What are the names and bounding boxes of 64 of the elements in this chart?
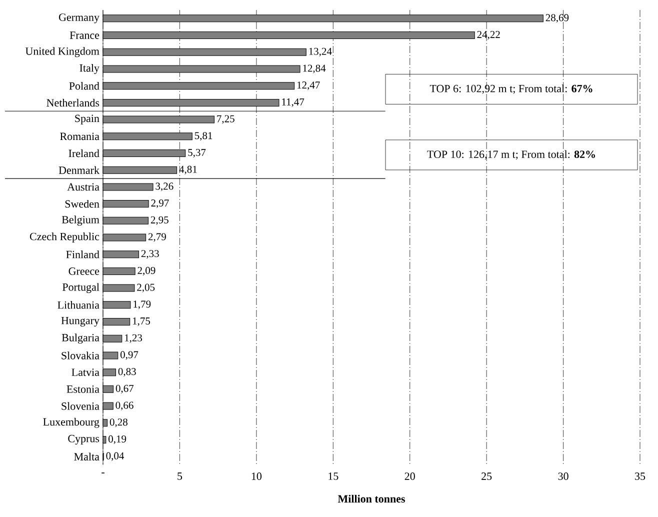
data-label: 12,84: [303, 64, 326, 74]
y-tick-label: Italy: [80, 64, 100, 74]
annotation: TOP 10: 126,17 m t; From total: 82%: [427, 150, 596, 160]
y-tick-label: Poland: [69, 82, 100, 90]
y-tick-label: Netherlands: [46, 98, 100, 107]
x-axis-title: Million tonnes: [338, 494, 405, 503]
data-label: 5,81: [194, 132, 212, 141]
data-label: 12,47: [297, 82, 320, 90]
data-label: 0,67: [116, 384, 134, 394]
data-label: 2,33: [141, 250, 159, 259]
data-label: 0,97: [120, 351, 138, 360]
y-tick-label: Romania: [60, 132, 100, 140]
data-label: 2,95: [150, 216, 168, 225]
y-tick-label: Lithuania: [58, 301, 100, 309]
x-tick-label: 25: [482, 472, 492, 480]
annotation: TOP 6: 102,92 m t; From total: 67%: [430, 84, 592, 94]
data-label: 24,22: [477, 31, 500, 40]
data-label: 0,19: [108, 435, 126, 444]
data-label: 0,83: [118, 368, 136, 377]
data-label: 7,25: [217, 115, 234, 124]
data-label: 1,75: [132, 317, 150, 326]
y-tick-label: Slovenia: [62, 402, 100, 410]
y-tick-label: Hungary: [61, 316, 100, 327]
x-tick-label: 5: [178, 472, 182, 480]
data-label: 28,69: [546, 14, 569, 23]
data-label: 3,26: [156, 182, 174, 192]
y-tick-label: Sweden: [65, 200, 100, 208]
data-label: 13,24: [309, 48, 332, 56]
x-tick-label: 35: [635, 472, 646, 480]
y-tick-label: Estonia: [66, 385, 100, 393]
x-tick-label: -: [102, 472, 104, 474]
y-tick-label: Denmark: [58, 166, 100, 174]
y-tick-label: Greece: [68, 268, 100, 275]
x-tick-label: 30: [558, 472, 568, 480]
data-label: 11,47: [282, 98, 304, 107]
y-tick-label: Germany: [58, 14, 100, 24]
y-tick-label: Ireland: [68, 149, 100, 158]
y-tick-label: Latvia: [72, 368, 100, 376]
data-label: 0,66: [116, 402, 134, 410]
y-tick-label: United Kingdom: [25, 47, 100, 58]
data-label: 5,37: [188, 148, 206, 158]
data-label: 2,09: [138, 266, 156, 276]
y-tick-label: Spain: [75, 114, 100, 124]
x-tick-label: 10: [252, 472, 262, 480]
y-tick-label: Finland: [66, 250, 100, 258]
y-tick-label: Austria: [67, 183, 100, 191]
y-tick-label: Belgium: [62, 216, 100, 226]
y-tick-label: Luxembourg: [43, 418, 100, 428]
y-tick-label: Bulgaria: [62, 334, 100, 344]
data-label: 2,97: [151, 200, 169, 208]
y-tick-label: Portugal: [62, 283, 100, 294]
x-tick-label: 20: [404, 472, 415, 480]
y-tick-label: France: [70, 32, 100, 39]
y-tick-label: Czech Republic: [30, 232, 100, 242]
y-tick-label: Malta: [74, 452, 100, 460]
data-label: 1,23: [125, 334, 142, 343]
data-label: 0,04: [106, 452, 124, 461]
x-tick-label: 15: [328, 472, 338, 480]
y-tick-label: Slovakia: [62, 352, 100, 360]
data-label: 2,05: [137, 284, 155, 292]
data-label: 1,79: [134, 300, 151, 310]
y-tick-label: Cyprus: [68, 434, 100, 445]
data-label: 2,79: [148, 233, 166, 242]
data-label: 0,28: [110, 418, 128, 428]
